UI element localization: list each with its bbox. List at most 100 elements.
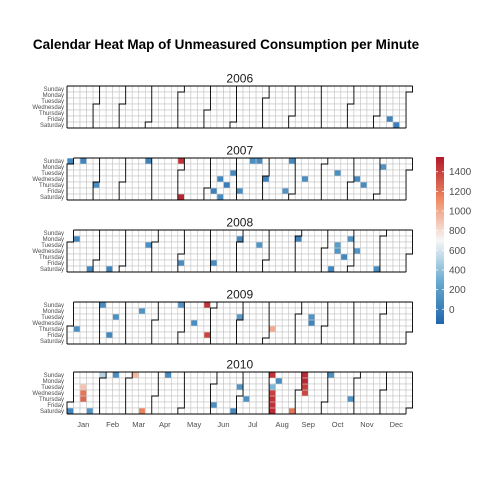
day-cell xyxy=(158,319,166,327)
day-cell xyxy=(210,229,218,237)
day-cell xyxy=(125,259,133,267)
day-cell xyxy=(255,163,263,171)
day-cell xyxy=(86,229,94,237)
day-cell xyxy=(164,157,172,165)
day-cell xyxy=(249,181,257,189)
day-cell xyxy=(73,109,81,117)
day-cell xyxy=(125,109,133,117)
day-cell xyxy=(347,383,355,391)
day-cell xyxy=(197,121,205,129)
day-cell xyxy=(197,331,205,339)
day-cell xyxy=(353,401,361,409)
day-cell xyxy=(197,313,205,321)
day-cell xyxy=(366,371,374,379)
day-cell xyxy=(405,301,413,309)
day-cell xyxy=(334,115,342,123)
day-cell xyxy=(73,253,81,261)
day-cell xyxy=(360,395,368,403)
day-cell xyxy=(327,115,335,123)
heat-cell xyxy=(230,408,237,414)
day-cell xyxy=(386,407,394,415)
day-cell xyxy=(275,253,283,261)
day-cell xyxy=(79,169,87,177)
day-cell xyxy=(223,319,231,327)
heat-cell xyxy=(178,158,185,164)
day-cell xyxy=(236,175,244,183)
day-cell xyxy=(223,337,231,345)
day-cell xyxy=(353,325,361,333)
day-cell xyxy=(125,325,133,333)
day-cell xyxy=(158,383,166,391)
day-cell xyxy=(379,235,387,243)
day-cell xyxy=(236,115,244,123)
day-cell xyxy=(171,401,179,409)
day-cell xyxy=(151,109,159,117)
day-cell xyxy=(301,85,309,93)
day-cell xyxy=(314,235,322,243)
day-cell xyxy=(301,401,309,409)
day-cell xyxy=(321,175,329,183)
month-label-oct: Oct xyxy=(332,420,345,429)
day-cell xyxy=(301,91,309,99)
day-cell xyxy=(242,383,250,391)
day-cell xyxy=(386,175,394,183)
day-cell xyxy=(73,401,81,409)
day-cell xyxy=(138,401,146,409)
heat-cell xyxy=(236,384,243,390)
year-label-2007: 2007 xyxy=(226,144,253,158)
day-cell xyxy=(86,395,94,403)
day-cell xyxy=(366,235,374,243)
day-cell xyxy=(262,247,270,255)
day-cell xyxy=(73,181,81,189)
weekday-label-wednesday: Wednesday xyxy=(32,249,64,255)
day-cell xyxy=(307,121,316,129)
day-cell xyxy=(262,307,270,315)
heat-cell xyxy=(204,308,211,314)
day-cell xyxy=(379,157,387,165)
day-cell xyxy=(131,157,139,165)
day-cell xyxy=(373,91,381,99)
day-cell xyxy=(281,331,289,339)
day-cell xyxy=(379,169,387,177)
day-cell xyxy=(255,331,263,339)
day-cell xyxy=(268,157,276,165)
month-axis-labels: Jan Feb Mar Apr May Jun Jul Aug Sep Oct Nov Dec xyxy=(77,420,403,429)
day-cell xyxy=(340,235,348,243)
day-cell xyxy=(366,229,374,237)
day-cell xyxy=(177,91,185,99)
day-cell xyxy=(223,175,231,183)
weekday-label-thursday: Thursday xyxy=(39,397,64,403)
day-cell xyxy=(281,301,289,309)
day-cell xyxy=(321,121,329,129)
day-cell xyxy=(229,193,237,201)
day-cell xyxy=(268,109,276,117)
day-cell xyxy=(118,265,126,273)
weekday-label-monday: Monday xyxy=(43,93,64,99)
day-cell xyxy=(379,301,387,309)
day-cell xyxy=(171,229,179,237)
day-cell xyxy=(210,247,218,255)
day-cell xyxy=(131,181,139,189)
day-cell xyxy=(334,235,342,243)
day-cell xyxy=(236,337,244,345)
day-cell xyxy=(321,259,329,267)
day-cell xyxy=(158,229,166,237)
day-cell xyxy=(373,389,381,397)
day-cell xyxy=(73,307,81,315)
day-cell xyxy=(392,301,400,309)
day-cell xyxy=(373,331,381,339)
day-cell xyxy=(105,389,113,397)
day-cell xyxy=(255,313,263,321)
day-cell xyxy=(210,181,218,189)
day-cell xyxy=(73,229,81,237)
day-cell xyxy=(86,163,94,171)
day-cell xyxy=(229,103,237,111)
day-cell xyxy=(399,377,407,385)
day-cell xyxy=(105,395,113,403)
day-cell xyxy=(249,187,257,195)
day-cell xyxy=(399,115,407,123)
day-cell xyxy=(131,187,139,195)
day-cell xyxy=(268,193,276,201)
day-cell xyxy=(242,325,250,333)
day-cell xyxy=(255,91,263,99)
